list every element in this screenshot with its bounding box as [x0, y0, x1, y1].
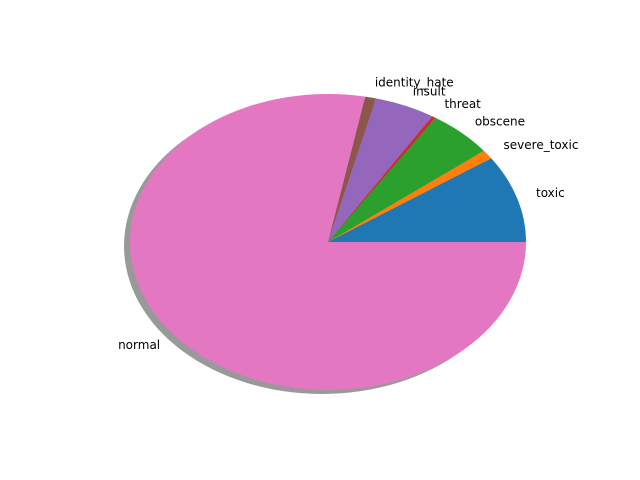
- pie-slice-toxic: [328, 158, 526, 242]
- pie-slice-insult: [328, 98, 433, 243]
- pie-slices: [130, 94, 526, 391]
- pie-label-normal: normal: [118, 338, 160, 352]
- pie-labels: toxic severe_toxic obscene threatinsultiden…: [118, 76, 578, 353]
- pie-label-toxic: toxic: [536, 186, 565, 200]
- pie-label-insult: insult: [413, 85, 446, 99]
- pie-label-obscene: obscene: [475, 114, 525, 128]
- pie-slice-severe-toxic: [328, 150, 492, 242]
- pie-label-identity-hate: identity_hate: [375, 76, 454, 90]
- pie-slice-normal: [130, 94, 526, 391]
- pie-slice-threat: [328, 116, 436, 242]
- pie-label-threat: threat: [444, 97, 481, 111]
- pie-label-severe-toxic: severe_toxic: [504, 138, 579, 152]
- pie-slice-obscene: [328, 117, 484, 242]
- pie-slice-identity-hate: [328, 96, 376, 242]
